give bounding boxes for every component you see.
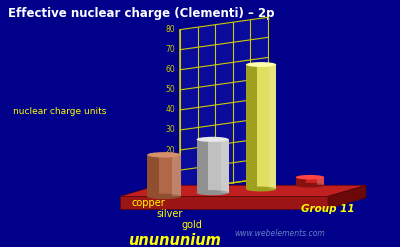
Polygon shape [172,155,181,196]
Polygon shape [120,185,366,196]
Polygon shape [180,17,268,190]
Text: www.webelements.com: www.webelements.com [235,229,325,238]
Polygon shape [196,139,208,193]
Polygon shape [246,64,256,189]
Polygon shape [306,177,324,185]
Text: gold: gold [182,220,203,230]
Polygon shape [147,155,159,196]
Polygon shape [269,64,276,189]
Text: silver: silver [156,209,182,219]
Text: 80: 80 [166,25,175,34]
Polygon shape [120,196,328,209]
Ellipse shape [246,62,276,67]
Ellipse shape [147,152,181,158]
Polygon shape [208,139,228,193]
Text: unununium: unununium [128,233,221,247]
Text: Group 11: Group 11 [301,204,355,214]
Text: 20: 20 [166,145,175,155]
Text: Effective nuclear charge (Clementi) – 2p: Effective nuclear charge (Clementi) – 2p [8,7,274,21]
Text: 10: 10 [166,166,175,175]
Text: 30: 30 [166,125,175,134]
Ellipse shape [296,175,324,180]
Text: 0: 0 [170,186,175,195]
Ellipse shape [296,183,324,187]
Polygon shape [220,139,228,193]
Text: 70: 70 [166,45,175,54]
Text: 50: 50 [166,85,175,94]
Ellipse shape [246,186,276,191]
Text: 60: 60 [166,65,175,74]
Polygon shape [256,64,276,189]
Polygon shape [296,177,306,185]
Text: 40: 40 [166,105,175,114]
Text: copper: copper [132,198,166,207]
Polygon shape [317,177,324,185]
Text: nuclear charge units: nuclear charge units [13,107,107,116]
Ellipse shape [147,194,181,199]
Polygon shape [159,155,181,196]
Ellipse shape [196,137,228,142]
Polygon shape [328,185,366,209]
Ellipse shape [196,190,228,195]
